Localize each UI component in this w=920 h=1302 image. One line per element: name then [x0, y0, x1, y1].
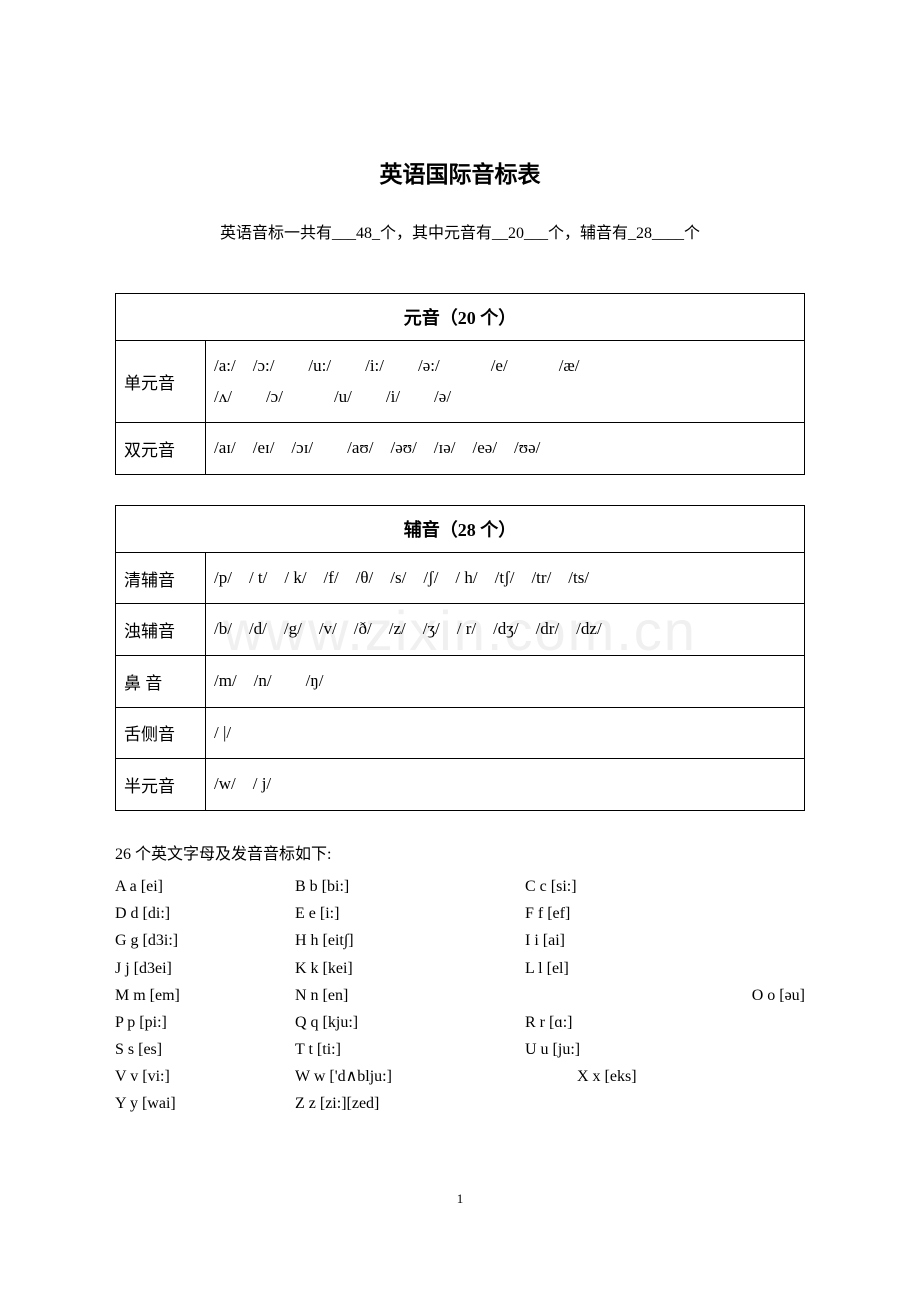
letter-cell: [525, 982, 675, 1009]
phoneme-cell: /p/ / t/ / k/ /f/ /θ/ /s/ /ʃ/ / h/ /tʃ/ …: [206, 552, 805, 604]
letter-cell: [675, 873, 805, 900]
letter-cell: Q q [kju:]: [295, 1009, 525, 1036]
letter-cell: I i [ai]: [525, 927, 675, 954]
letter-cell: S s [es]: [115, 1036, 295, 1063]
letter-cell: M m [em]: [115, 982, 295, 1009]
phoneme-cell: /m/ /n/ /ŋ/: [206, 655, 805, 707]
letter-cell: [525, 1090, 675, 1117]
letter-row: Y y [wai]Z z [zi:][zed]: [115, 1090, 805, 1117]
letter-cell: [675, 1009, 805, 1036]
letters-intro: 26 个英文字母及发音音标如下:: [115, 841, 805, 868]
letter-cell: X x [eks]: [525, 1063, 675, 1090]
phoneme-cell: /aɪ/ /eɪ/ /ɔɪ/ /aʊ/ /əʊ/ /ɪə/ /eə/ /ʊə/: [206, 423, 805, 475]
letter-cell: F f [ef]: [525, 900, 675, 927]
letters-grid: A a [ei]B b [bi:]C c [si:]D d [di:]E e […: [115, 873, 805, 1118]
letter-row: M m [em]N n [en] O o [əu]: [115, 982, 805, 1009]
letter-cell: V v [vi:]: [115, 1063, 295, 1090]
row-label: 双元音: [116, 423, 206, 475]
letter-cell: L l [el]: [525, 955, 675, 982]
row-label: 单元音: [116, 341, 206, 423]
letter-cell: C c [si:]: [525, 873, 675, 900]
consonant-table-header: 辅音（28 个）: [116, 505, 805, 552]
row-label: 舌侧音: [116, 707, 206, 759]
letter-cell: J j [d3ei]: [115, 955, 295, 982]
letter-cell: W w ['d∧blju:]: [295, 1063, 525, 1090]
letter-cell: N n [en]: [295, 982, 525, 1009]
row-label: 浊辅音: [116, 604, 206, 656]
phoneme-cell: /a:/ /ɔ:/ /u:/ /i:/ /ə:/ /e/ /æ/ /ʌ/ /ɔ/…: [206, 341, 805, 423]
letter-cell: P p [pi:]: [115, 1009, 295, 1036]
row-label: 半元音: [116, 759, 206, 811]
letter-cell: Y y [wai]: [115, 1090, 295, 1117]
row-label: 鼻 音: [116, 655, 206, 707]
phoneme-cell: / |/: [206, 707, 805, 759]
letter-row: S s [es]T t [ti:]U u [ju:]: [115, 1036, 805, 1063]
letter-cell: G g [d3i:]: [115, 927, 295, 954]
table-row: 鼻 音 /m/ /n/ /ŋ/: [116, 655, 805, 707]
letter-cell: U u [ju:]: [525, 1036, 675, 1063]
letter-cell: E e [i:]: [295, 900, 525, 927]
phoneme-cell: /b/ /d/ /g/ /v/ /ð/ /z/ /ʒ/ / r/ /dʒ/ /d…: [206, 604, 805, 656]
letter-cell: [675, 955, 805, 982]
table-row: 单元音 /a:/ /ɔ:/ /u:/ /i:/ /ə:/ /e/ /æ/ /ʌ/…: [116, 341, 805, 423]
vowel-table-header: 元音（20 个）: [116, 294, 805, 341]
consonant-table: 辅音（28 个） 清辅音 /p/ / t/ / k/ /f/ /θ/ /s/ /…: [115, 505, 805, 811]
letter-cell: A a [ei]: [115, 873, 295, 900]
table-row: 清辅音 /p/ / t/ / k/ /f/ /θ/ /s/ /ʃ/ / h/ /…: [116, 552, 805, 604]
letter-cell: K k [kei]: [295, 955, 525, 982]
table-row: 双元音 /aɪ/ /eɪ/ /ɔɪ/ /aʊ/ /əʊ/ /ɪə/ /eə/ /…: [116, 423, 805, 475]
page-title: 英语国际音标表: [115, 155, 805, 189]
letter-cell: [675, 1036, 805, 1063]
letter-row: D d [di:]E e [i:]F f [ef]: [115, 900, 805, 927]
letter-cell: H h [eit∫]: [295, 927, 525, 954]
letter-cell: [675, 927, 805, 954]
page-number: 1: [0, 1191, 920, 1207]
letter-row: P p [pi:]Q q [kju:]R r [ɑ:]: [115, 1009, 805, 1036]
letter-cell: [675, 1063, 805, 1090]
letter-row: J j [d3ei]K k [kei]L l [el]: [115, 955, 805, 982]
letter-cell: D d [di:]: [115, 900, 295, 927]
letter-cell: O o [əu]: [675, 982, 805, 1009]
table-row: 浊辅音 /b/ /d/ /g/ /v/ /ð/ /z/ /ʒ/ / r/ /dʒ…: [116, 604, 805, 656]
table-row: 舌侧音 / |/: [116, 707, 805, 759]
letter-cell: Z z [zi:][zed]: [295, 1090, 525, 1117]
letter-cell: B b [bi:]: [295, 873, 525, 900]
letter-row: A a [ei]B b [bi:]C c [si:]: [115, 873, 805, 900]
letter-row: V v [vi:]W w ['d∧blju:]X x [eks]: [115, 1063, 805, 1090]
page-subtitle: 英语音标一共有___48_个，其中元音有__20___个，辅音有_28____个: [115, 219, 805, 243]
phoneme-cell: /w/ / j/: [206, 759, 805, 811]
letter-cell: R r [ɑ:]: [525, 1009, 675, 1036]
content-wrapper: 英语国际音标表 英语音标一共有___48_个，其中元音有__20___个，辅音有…: [115, 155, 805, 1118]
vowel-table: 元音（20 个） 单元音 /a:/ /ɔ:/ /u:/ /i:/ /ə:/ /e…: [115, 293, 805, 475]
letters-section: 26 个英文字母及发音音标如下: A a [ei]B b [bi:]C c [s…: [115, 841, 805, 1118]
letter-cell: [675, 1090, 805, 1117]
row-label: 清辅音: [116, 552, 206, 604]
letter-cell: [675, 900, 805, 927]
table-row: 半元音 /w/ / j/: [116, 759, 805, 811]
letter-row: G g [d3i:]H h [eit∫]I i [ai]: [115, 927, 805, 954]
letter-cell: T t [ti:]: [295, 1036, 525, 1063]
